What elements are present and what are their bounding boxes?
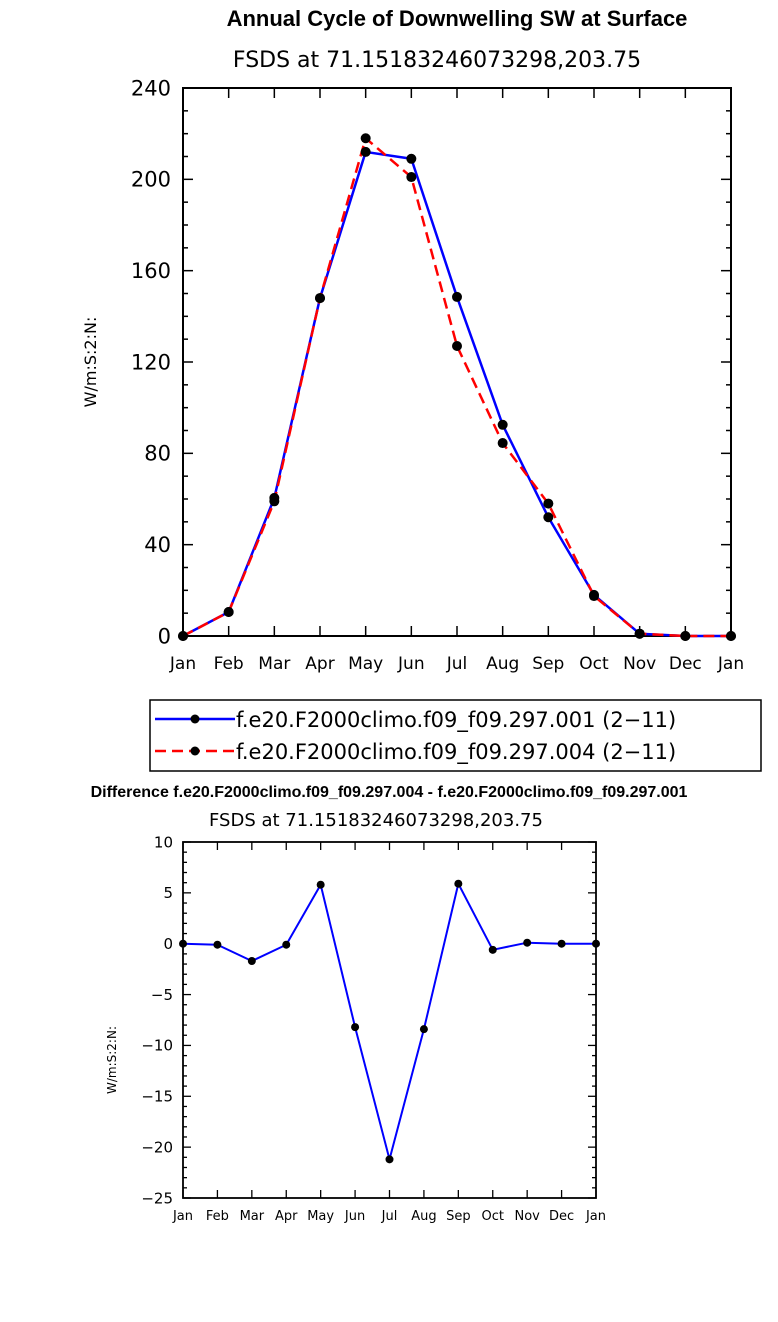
chart-1-subtitle: FSDS at 71.15183246073298,203.75 [233, 48, 641, 73]
series-1-point [452, 291, 462, 302]
y-tick-label: 5 [163, 884, 173, 902]
chart-2-series [179, 879, 600, 1164]
x-tick-label: Jan [585, 1209, 606, 1224]
series-2-point [680, 631, 691, 641]
legend-marker-series-1 [190, 714, 200, 724]
x-tick-label: Sep [532, 654, 564, 674]
x-tick-label: Oct [579, 654, 609, 674]
series-1-point [213, 940, 222, 949]
y-tick-label: 0 [158, 624, 171, 648]
series-1-point [523, 938, 532, 947]
y-tick-label: −15 [141, 1088, 173, 1106]
series-1-point [454, 879, 463, 888]
x-tick-label: Aug [486, 654, 519, 674]
series-1-point [351, 1023, 360, 1032]
y-tick-label: 10 [154, 833, 173, 851]
series-line-1 [182, 150, 731, 638]
series-2-point [497, 438, 508, 449]
x-tick-label: Aug [411, 1209, 436, 1224]
x-tick-label: Jan [169, 654, 196, 674]
series-line-2 [182, 136, 731, 638]
series-1-point [247, 957, 256, 966]
chart-2-subtitle: FSDS at 71.15183246073298,203.75 [209, 810, 543, 831]
series-1-point [360, 146, 371, 157]
series-2-point [589, 591, 599, 602]
y-tick-label: 160 [131, 259, 171, 283]
series-2-point [726, 631, 736, 641]
chart-2-tick-labels: Jan Feb Mar Apr May Jun Jul Aug Sep Oct Nov Dec Jan −… [141, 833, 606, 1224]
series-2-point [452, 341, 462, 352]
series-1-point [316, 880, 325, 889]
x-tick-label: Nov [623, 654, 656, 674]
y-tick-label: 120 [131, 350, 171, 374]
y-tick-label: −20 [141, 1138, 173, 1156]
chart-1-tick-labels: Jan Feb Mar Apr May Jun Jul Aug Sep Oct Nov Dec Jan 0… [131, 76, 744, 674]
y-tick-label: 40 [144, 533, 171, 557]
x-tick-label: Jan [172, 1209, 193, 1224]
series-line-1 [182, 882, 596, 1161]
legend-marker-series-2 [190, 746, 200, 756]
chart-1-ylabel: W/m:S:2:N: [81, 317, 100, 408]
x-tick-label: Sep [446, 1209, 471, 1224]
x-tick-label: Mar [258, 654, 290, 674]
y-tick-label: 240 [131, 76, 171, 100]
series-1-point [543, 512, 554, 523]
chart-1-title: Annual Cycle of Downwelling SW at Surfac… [227, 6, 688, 31]
y-tick-label: −25 [141, 1189, 173, 1207]
series-1-point [385, 1155, 394, 1164]
chart-2-axes [182, 841, 597, 1199]
series-2-point [634, 628, 645, 639]
chart-2-title: Difference f.e20.F2000climo.f09_f09.297.… [91, 784, 688, 801]
chart-1-legend: f.e20.F2000climo.f09_f09.297.001 (2−11) … [149, 699, 762, 772]
chart-2: Difference f.e20.F2000climo.f09_f09.297.… [91, 784, 688, 1224]
series-1-point [419, 1025, 428, 1034]
legend-label-series-1: f.e20.F2000climo.f09_f09.297.001 (2−11) [236, 708, 676, 733]
series-1-point [179, 939, 187, 948]
x-tick-label: May [348, 654, 383, 674]
x-tick-label: Jan [717, 654, 744, 674]
plot-frame [182, 87, 732, 637]
series-1-point [488, 945, 497, 954]
x-tick-label: Apr [275, 1209, 298, 1224]
chart-1-axes [182, 87, 732, 637]
x-tick-label: Jun [397, 654, 425, 674]
series-2-point [269, 496, 280, 507]
plot-frame [182, 841, 597, 1199]
x-tick-label: Jun [344, 1209, 365, 1224]
x-tick-label: Oct [482, 1209, 504, 1224]
x-tick-label: Feb [206, 1209, 229, 1224]
x-tick-label: Feb [214, 654, 244, 674]
series-2-point [223, 607, 234, 618]
x-tick-label: Apr [305, 654, 334, 674]
series-1-point [592, 939, 600, 948]
x-tick-label: May [307, 1209, 334, 1224]
series-1-point [497, 419, 508, 430]
series-1-point [406, 153, 417, 164]
x-tick-label: Dec [549, 1209, 574, 1224]
chart-1-series [178, 133, 736, 641]
series-2-point [360, 133, 371, 144]
y-tick-label: −10 [141, 1037, 173, 1055]
y-tick-label: 200 [131, 168, 171, 192]
chart-2-ylabel: W/m:S:2:N: [105, 1026, 119, 1094]
x-tick-label: Nov [514, 1209, 540, 1224]
chart-1: Annual Cycle of Downwelling SW at Surfac… [81, 6, 762, 772]
y-tick-label: −5 [151, 986, 173, 1004]
y-tick-label: 0 [163, 935, 173, 953]
x-tick-label: Jul [446, 654, 468, 674]
x-tick-label: Mar [240, 1209, 265, 1224]
series-1-point [557, 939, 566, 948]
series-2-point [178, 631, 188, 641]
x-tick-label: Dec [669, 654, 702, 674]
series-2-point [406, 172, 417, 183]
legend-label-series-2: f.e20.F2000climo.f09_f09.297.004 (2−11) [236, 740, 676, 765]
series-1-point [282, 940, 291, 949]
y-tick-label: 80 [144, 442, 171, 466]
x-tick-label: Jul [381, 1209, 398, 1224]
series-2-point [543, 498, 554, 509]
legend-box [149, 699, 762, 772]
series-2-point [315, 293, 325, 304]
